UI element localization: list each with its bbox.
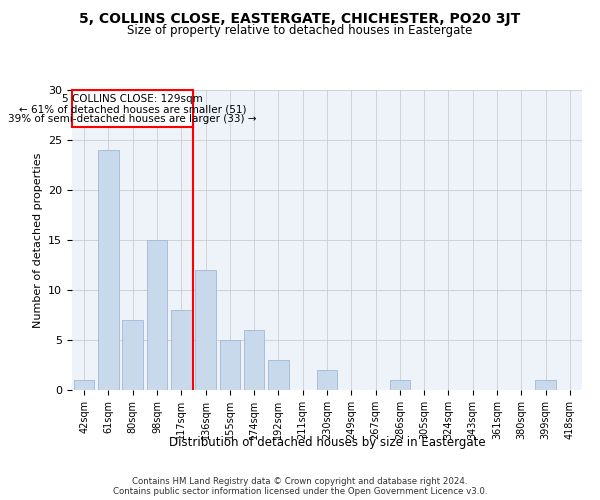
- Text: 39% of semi-detached houses are larger (33) →: 39% of semi-detached houses are larger (…: [8, 114, 257, 124]
- Text: Contains HM Land Registry data © Crown copyright and database right 2024.: Contains HM Land Registry data © Crown c…: [132, 476, 468, 486]
- Bar: [74, 380, 94, 390]
- Text: 5, COLLINS CLOSE, EASTERGATE, CHICHESTER, PO20 3JT: 5, COLLINS CLOSE, EASTERGATE, CHICHESTER…: [79, 12, 521, 26]
- Y-axis label: Number of detached properties: Number of detached properties: [32, 152, 43, 328]
- Bar: [535, 380, 556, 390]
- Bar: [171, 310, 191, 390]
- Bar: [220, 340, 240, 390]
- Bar: [195, 270, 216, 390]
- Bar: [146, 240, 167, 390]
- Text: ← 61% of detached houses are smaller (51): ← 61% of detached houses are smaller (51…: [19, 104, 247, 114]
- Bar: [122, 320, 143, 390]
- Bar: [244, 330, 265, 390]
- Text: Size of property relative to detached houses in Eastergate: Size of property relative to detached ho…: [127, 24, 473, 37]
- Bar: [389, 380, 410, 390]
- Text: Distribution of detached houses by size in Eastergate: Distribution of detached houses by size …: [169, 436, 485, 449]
- Text: 5 COLLINS CLOSE: 129sqm: 5 COLLINS CLOSE: 129sqm: [62, 94, 203, 104]
- Bar: [317, 370, 337, 390]
- Bar: [268, 360, 289, 390]
- Text: Contains public sector information licensed under the Open Government Licence v3: Contains public sector information licen…: [113, 486, 487, 496]
- Bar: [98, 150, 119, 390]
- FancyBboxPatch shape: [72, 90, 193, 127]
